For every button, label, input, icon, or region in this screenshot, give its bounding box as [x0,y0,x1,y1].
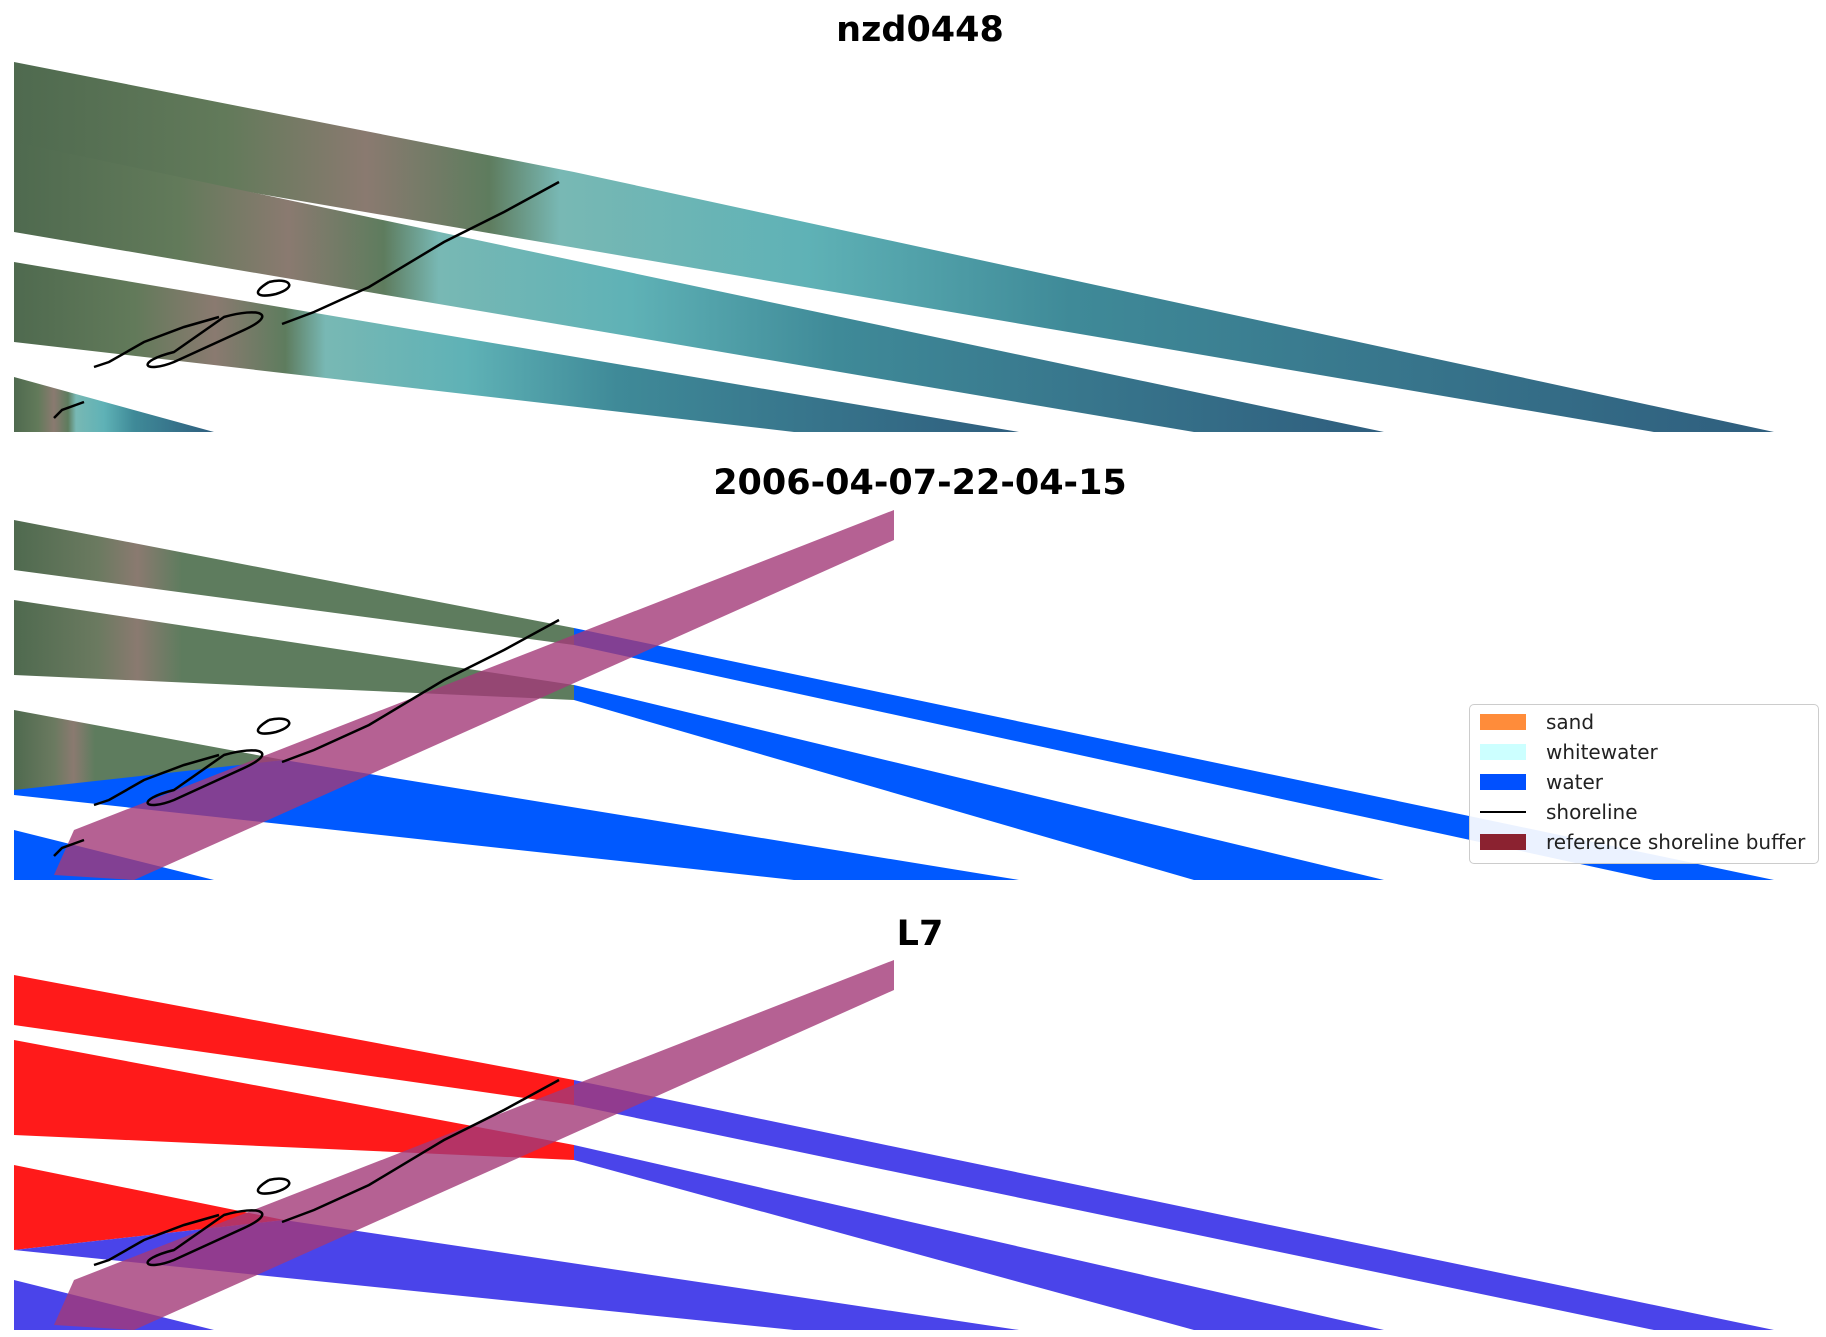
legend-line-shoreline [1480,811,1526,813]
shoreline-contours [53,180,560,419]
legend-swatch-water [1480,774,1526,790]
legend-item-whitewater: whitewater [1480,737,1658,767]
legend-label: reference shoreline buffer [1546,830,1806,854]
shoreline-contours [93,1078,560,1267]
legend: sand whitewater water shoreline referenc… [1469,704,1819,864]
legend-item-sand: sand [1480,707,1594,737]
legend-item-reference-shoreline-buffer: reference shoreline buffer [1480,827,1805,857]
reference-shoreline-buffer [54,960,894,1330]
legend-label: shoreline [1546,800,1638,824]
index-image [14,960,1774,1330]
legend-item-water: water [1480,767,1603,797]
legend-swatch-buffer [1480,834,1526,850]
legend-swatch-sand [1480,714,1526,730]
reference-shoreline-buffer [54,510,894,880]
rgb-satellite-image [14,62,1774,432]
legend-label: whitewater [1546,740,1658,764]
legend-label: sand [1546,710,1595,734]
legend-item-shoreline: shoreline [1480,797,1638,827]
image-stripes [14,62,1774,432]
panel-title-2: 2006-04-07-22-04-15 [713,463,1127,503]
classified-image [14,510,1774,880]
shoreline-contours [53,618,560,857]
legend-swatch-whitewater [1480,744,1526,760]
land-stripes [14,520,574,795]
panel-title-1: nzd0448 [836,10,1004,50]
panel-title-3: L7 [896,914,944,954]
land-index-stripes [14,975,574,1250]
legend-label: water [1546,770,1603,794]
